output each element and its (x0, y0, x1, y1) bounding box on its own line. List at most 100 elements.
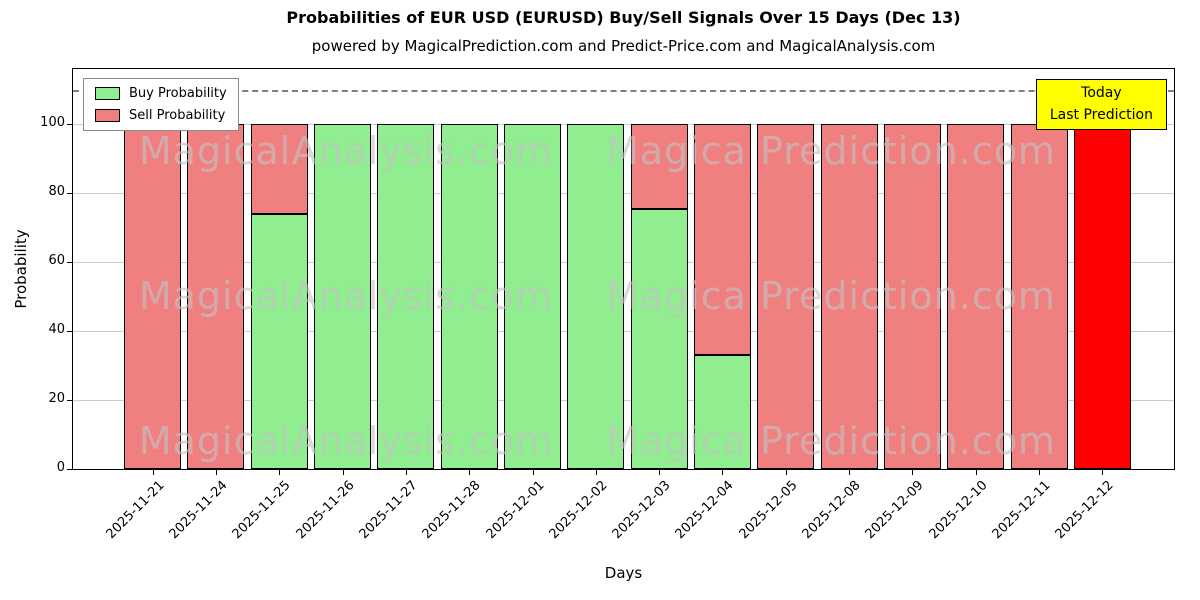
x-tick-label: 2025-12-03 (609, 478, 674, 543)
x-tick-mark (659, 469, 661, 475)
x-tick-label: 2025-12-12 (1052, 478, 1117, 543)
x-tick-label: 2025-12-05 (736, 478, 801, 543)
x-axis-label: Days (604, 564, 643, 582)
y-tick-label: 40 (48, 322, 65, 338)
legend: Buy Probability Sell Probability (83, 78, 239, 131)
bar-2025-12-12 (1074, 124, 1131, 469)
today-annotation: Today Last Prediction (1035, 79, 1167, 131)
bar-2025-12-09 (884, 124, 941, 469)
x-tick-label: 2025-11-28 (419, 478, 484, 543)
y-tick-label: 20 (48, 391, 65, 407)
sell-segment (757, 124, 814, 469)
chart-subtitle: powered by MagicalPrediction.com and Pre… (311, 37, 936, 55)
sell-segment (821, 124, 878, 469)
x-tick-mark (215, 469, 217, 475)
sell-segment (947, 124, 1004, 469)
watermark-text: MagicalAnalysis.com (138, 419, 554, 463)
buy-segment (251, 213, 308, 469)
x-tick-mark (975, 469, 977, 475)
watermark-text: MagicalAnalysis.com (138, 129, 554, 173)
buy-segment (441, 124, 498, 469)
sell-segment (694, 124, 751, 356)
bar-2025-11-25 (251, 124, 308, 469)
sell-segment (124, 124, 181, 469)
legend-item-sell: Sell Probability (95, 108, 227, 123)
sell-segment (1011, 124, 1068, 469)
x-tick-mark (785, 469, 787, 475)
x-tick-mark (1039, 469, 1041, 475)
watermark-text: Magica Prediction.com (605, 274, 1057, 318)
bar-2025-12-10 (947, 124, 1004, 469)
y-tick-label: 60 (48, 253, 65, 269)
x-tick-mark (532, 469, 534, 475)
x-tick-label: 2025-11-21 (103, 478, 168, 543)
x-tick-mark (1102, 469, 1104, 475)
y-tick-label: 80 (48, 184, 65, 200)
bar-2025-11-28 (441, 124, 498, 469)
bar-2025-12-08 (821, 124, 878, 469)
x-tick-label: 2025-12-10 (926, 478, 991, 543)
buy-segment (377, 124, 434, 469)
buy-segment (314, 124, 371, 469)
bar-2025-12-01 (504, 124, 561, 469)
x-tick-mark (279, 469, 281, 475)
legend-item-buy: Buy Probability (95, 86, 227, 101)
watermark-text: Magica Prediction.com (605, 129, 1057, 173)
y-tick-mark (67, 469, 73, 470)
x-tick-label: 2025-11-26 (293, 478, 358, 543)
sell-segment (884, 124, 941, 469)
watermark-text: MagicalAnalysis.com (138, 274, 554, 318)
y-tick-mark (67, 124, 73, 126)
y-axis-label: Probability (12, 229, 30, 309)
x-tick-label: 2025-12-09 (862, 478, 928, 543)
legend-label-buy: Buy Probability (129, 86, 227, 101)
x-tick-mark (152, 469, 154, 475)
today-annotation-line1: Today (1081, 85, 1122, 101)
today-annotation-line2: Last Prediction (1049, 106, 1153, 123)
bar-2025-12-04 (694, 124, 751, 469)
bar-2025-12-03 (631, 124, 688, 469)
x-tick-label: 2025-12-02 (546, 478, 611, 543)
x-tick-mark (722, 469, 724, 475)
plot-area: Buy Probability Sell Probability Today L… (40, 68, 1175, 542)
y-tick-mark (67, 331, 73, 333)
x-tick-mark (849, 469, 851, 475)
buy-segment (504, 124, 561, 469)
x-tick-label: 2025-12-08 (799, 478, 864, 543)
sell-segment (631, 124, 688, 209)
y-tick-mark (67, 262, 73, 264)
buy-segment (567, 124, 624, 469)
legend-swatch-sell (95, 109, 120, 122)
bar-2025-11-21 (124, 124, 181, 469)
x-tick-mark (912, 469, 914, 475)
x-tick-mark (469, 469, 471, 475)
threshold-dashed-line (73, 89, 1174, 92)
x-tick-label: 2025-12-01 (483, 478, 548, 543)
chart-title: Probabilities of EUR USD (EURUSD) Buy/Se… (286, 8, 961, 27)
bar-2025-11-27 (377, 124, 434, 469)
x-tick-label: 2025-11-24 (166, 478, 231, 543)
legend-label-sell: Sell Probability (129, 108, 226, 123)
y-tick-mark (67, 193, 73, 195)
x-tick-label: 2025-11-27 (356, 478, 421, 543)
bar-2025-12-11 (1011, 124, 1068, 469)
y-tick-label: 0 (56, 460, 65, 475)
bar-2025-12-02 (567, 124, 624, 469)
bar-2025-12-05 (757, 124, 814, 469)
x-tick-mark (342, 469, 344, 475)
sell-segment (1074, 124, 1131, 469)
x-tick-label: 2025-12-04 (673, 478, 738, 543)
x-tick-label: 2025-12-11 (989, 478, 1054, 543)
sell-segment (251, 124, 308, 214)
watermark-text: Magica Prediction.com (605, 419, 1057, 463)
buy-segment (631, 208, 688, 469)
bar-2025-11-26 (314, 124, 371, 469)
y-tick-mark (67, 400, 73, 402)
y-tick-label: 100 (40, 115, 65, 131)
x-tick-mark (595, 469, 597, 475)
buy-segment (694, 355, 751, 469)
x-tick-label: 2025-11-25 (229, 478, 294, 543)
legend-swatch-buy (95, 87, 120, 100)
x-tick-mark (405, 469, 407, 475)
